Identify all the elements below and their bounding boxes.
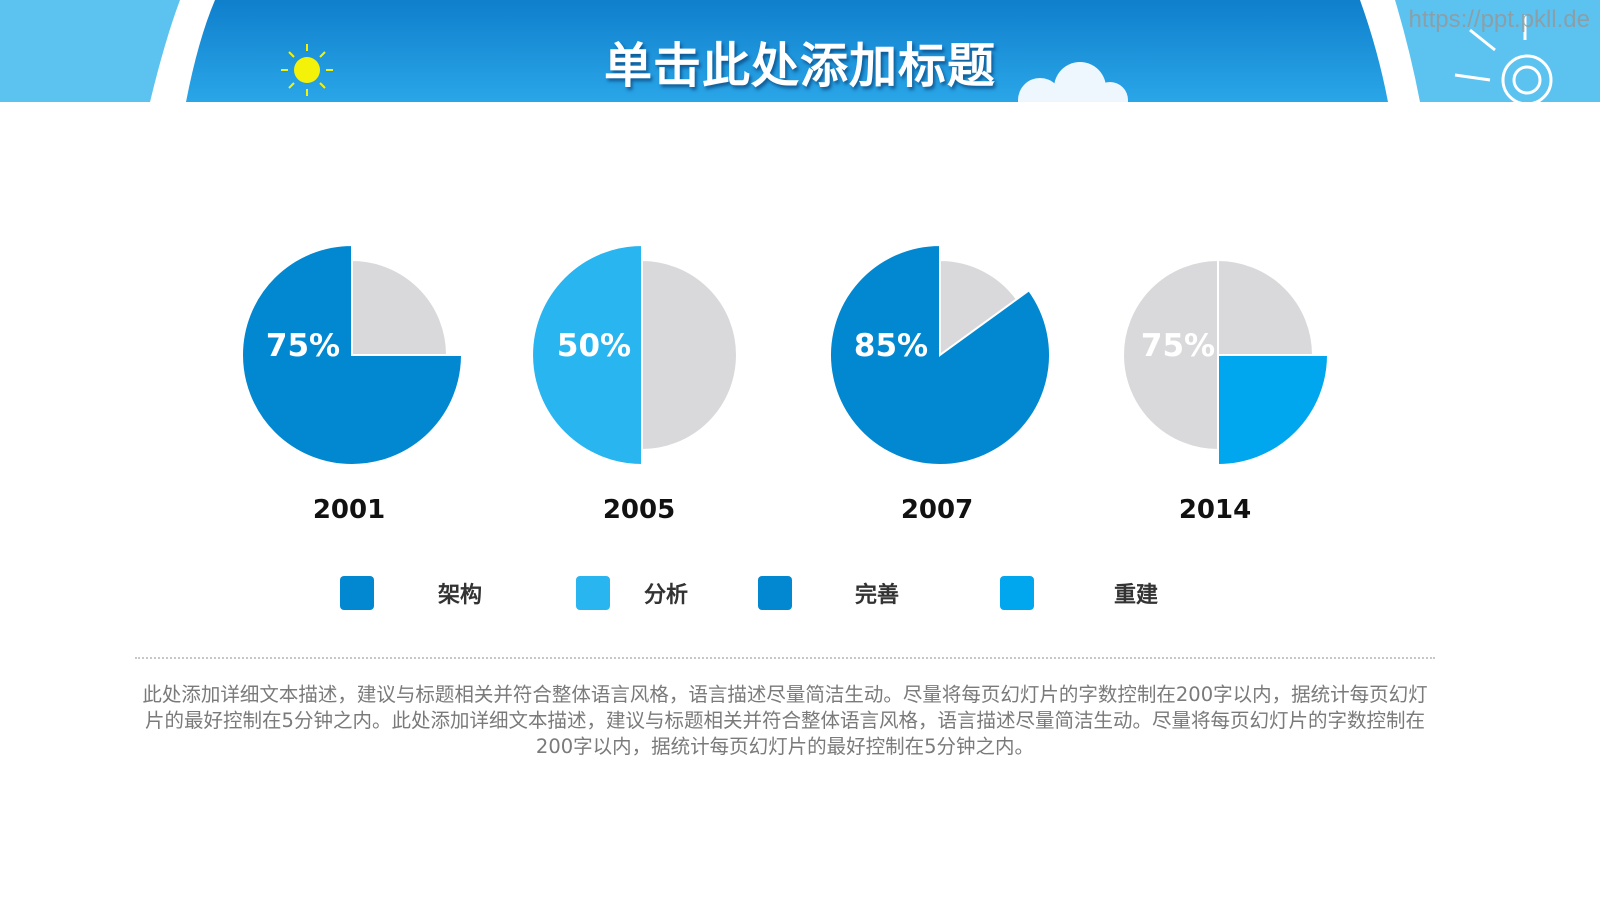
page-title[interactable]: 单击此处添加标题 (603, 38, 996, 94)
pie-slice-highlight (531, 243, 643, 467)
pie-slice-highlight (1217, 354, 1330, 467)
header-banner: 单击此处添加标题 https://ppt.pkll.de (0, 0, 1600, 102)
pie-slice-highlight (828, 243, 1051, 466)
pie-percent-label: 75% (265, 328, 341, 364)
legend-swatch (1000, 576, 1034, 610)
sun-icon (281, 44, 333, 96)
pie-year-label: 2001 (312, 495, 386, 525)
legend-label: 完善 (854, 583, 900, 608)
pie-slice-highlight (241, 243, 464, 466)
pie-year-label: 2014 (1178, 495, 1252, 525)
pie-slice-remainder (641, 258, 738, 452)
legend-swatch (340, 576, 374, 610)
pie-year-label: 2007 (900, 495, 974, 525)
pie-slice-remainder (939, 258, 1019, 357)
pie-percent-label: 85% (853, 328, 929, 364)
header-background (150, 0, 1553, 102)
watermark: https://ppt.pkll.de (1408, 6, 1590, 33)
dotted-divider (135, 657, 1435, 659)
description-text[interactable]: 此处添加详细文本描述，建议与标题相关并符合整体语言风格，语言描述尽量简洁生动。尽… (142, 683, 1428, 758)
pie-slice-remainder (1122, 258, 1219, 452)
legend-swatch (758, 576, 792, 610)
legend-label: 重建 (1113, 583, 1159, 608)
pie-slice-remainder (1217, 258, 1315, 356)
swirl-sun-icon (1454, 15, 1553, 102)
pie-percent-label: 50% (556, 328, 632, 364)
pie-year-label: 2005 (602, 495, 676, 525)
pie-percent-label: 75% (1140, 328, 1216, 364)
legend-swatch (576, 576, 610, 610)
legend-label: 架构 (437, 583, 483, 608)
legend-label: 分析 (643, 583, 689, 608)
cloud-icon (1018, 62, 1128, 102)
pie-slice-remainder (351, 258, 449, 356)
